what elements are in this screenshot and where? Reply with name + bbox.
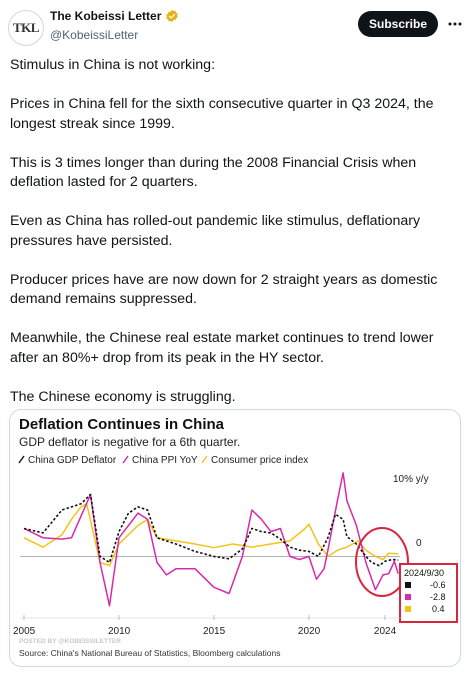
chart-title: Deflation Continues in China — [19, 416, 225, 433]
legend-swatch-gdp — [18, 455, 25, 464]
chart-subtitle: GDP deflator is negative for a 6th quart… — [19, 435, 240, 449]
x-tick-label: 2015 — [203, 626, 226, 637]
x-tick-label: 2005 — [13, 626, 36, 637]
chart-image-card[interactable]: Deflation Continues in China GDP deflato… — [9, 409, 461, 667]
unit-label: 10% y/y — [393, 474, 429, 485]
series-line-ppi — [23, 472, 399, 607]
tweet-paragraph: Prices in China fell for the sixth conse… — [10, 96, 434, 132]
series-layer — [23, 472, 399, 607]
legend-swatch-cpi — [201, 455, 208, 464]
legend-label-ppi: China PPI YoY — [132, 455, 198, 466]
legend-label-cpi: Consumer price index — [211, 455, 308, 466]
latest-swatch-cpi — [405, 606, 411, 612]
legend-label-gdp: China GDP Deflator — [28, 455, 117, 466]
x-axis-ticks: 2005 2010 2015 2020 2024 — [13, 615, 397, 637]
deflation-chart: Deflation Continues in China GDP deflato… — [13, 416, 458, 658]
latest-value-gdp: -0.6 — [430, 580, 446, 590]
tweet-paragraph: Meanwhile, the Chinese real estate marke… — [10, 330, 434, 366]
tweet-paragraph: Producer prices have are now down for 2 … — [10, 271, 438, 308]
series-line-cpi — [23, 503, 399, 567]
x-tick-label: 2010 — [108, 626, 131, 637]
tweet-paragraph: This is 3 times longer than during the 2… — [10, 154, 417, 191]
highlight-circle — [355, 527, 409, 597]
subscribe-button[interactable]: Subscribe — [358, 11, 438, 37]
chart-legend: China GDP Deflator China PPI YoY Consume… — [18, 455, 308, 466]
more-options-icon[interactable] — [446, 12, 464, 36]
name-row: The Kobeissi Letter — [50, 9, 179, 23]
display-name[interactable]: The Kobeissi Letter — [50, 9, 162, 23]
latest-swatch-ppi — [405, 594, 411, 600]
latest-date: 2024/9/30 — [404, 568, 444, 578]
watermark-text: POSTED BY @KOBEISSILETTER — [19, 638, 121, 645]
latest-swatch-gdp — [405, 582, 411, 588]
latest-values-box: 2024/9/30 -0.6 -2.8 0.4 — [399, 563, 458, 623]
tweet-paragraph: Even as China has rolled-out pandemic li… — [10, 213, 421, 249]
legend-swatch-ppi — [122, 455, 129, 464]
zero-label: 0 — [416, 538, 422, 549]
user-handle[interactable]: @KobeissiLetter — [50, 28, 139, 42]
tweet-text: Stimulus in China is not working: Prices… — [10, 56, 458, 427]
latest-value-cpi: 0.4 — [432, 604, 445, 614]
verified-badge-icon — [166, 9, 179, 23]
tweet-paragraph: The Chinese economy is struggling. — [10, 388, 236, 405]
x-tick-label: 2024 — [374, 626, 397, 637]
chart-source: Source: China's National Bureau of Stati… — [19, 648, 280, 658]
tweet-paragraph: Stimulus in China is not working: — [10, 57, 216, 73]
latest-value-ppi: -2.8 — [430, 592, 446, 602]
latest-box-frame — [399, 563, 458, 623]
series-line-gdp-deflator — [23, 493, 399, 567]
x-tick-label: 2020 — [298, 626, 321, 637]
tweet-header: TKL The Kobeissi Letter @KobeissiLetter … — [0, 0, 468, 50]
avatar[interactable]: TKL — [8, 10, 44, 46]
